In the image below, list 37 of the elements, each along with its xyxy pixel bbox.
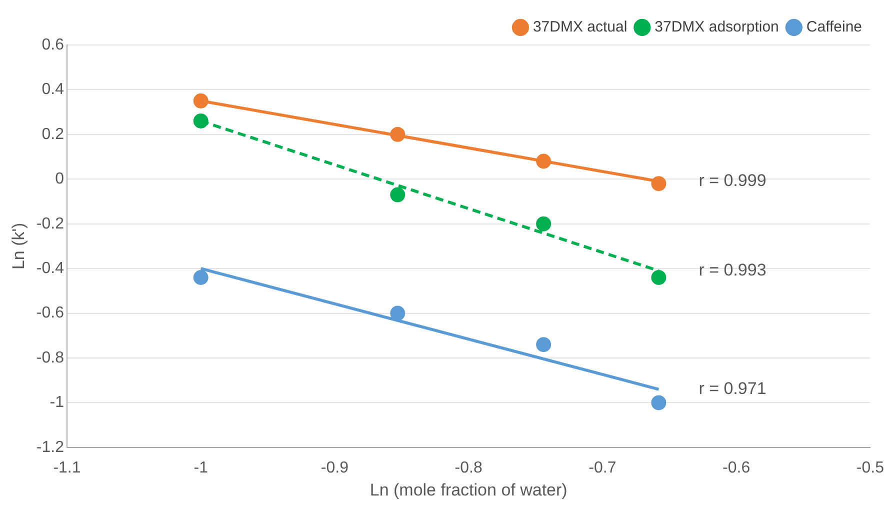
y-tick-label: -0.8: [36, 349, 64, 366]
x-tick-label: -1.1: [53, 459, 81, 476]
y-tick-label: 0.2: [42, 126, 64, 143]
legend-label: 37DMX adsorption: [654, 18, 779, 36]
point: [536, 154, 552, 169]
point: [651, 176, 666, 192]
point: [390, 306, 406, 321]
x-tick-label: -0.5: [856, 459, 884, 476]
y-tick-label: -1.2: [36, 438, 64, 456]
annotation: r = 0.971: [698, 378, 766, 398]
x-tick-label: -0.9: [320, 459, 349, 476]
y-tick-label: -1: [50, 394, 64, 412]
y-tick-label: -0.2: [36, 215, 64, 232]
point: [390, 126, 406, 142]
x-tick-label: -1: [194, 459, 208, 476]
y-tick-label: 0.6: [42, 36, 64, 54]
point: [193, 270, 208, 285]
y-tick-label: -0.4: [36, 260, 64, 277]
point: [536, 216, 552, 232]
point: [651, 270, 666, 285]
y-tick-label: 0.4: [42, 81, 64, 98]
point: [193, 114, 208, 129]
y-tick-label: 0: [55, 170, 64, 188]
point: [193, 93, 208, 108]
point: [536, 337, 552, 352]
annotation: r = 0.993: [698, 260, 766, 280]
x-axis-title: Ln (mole fraction of water): [370, 480, 568, 500]
point: [390, 187, 406, 202]
y-tick-label: -0.6: [36, 304, 64, 322]
legend-label: 37DMX actual: [532, 18, 628, 36]
x-tick-label: -0.6: [722, 459, 750, 476]
x-tick-label: -0.7: [588, 459, 616, 476]
y-axis-title: Ln (k'): [8, 222, 28, 270]
point: [651, 395, 666, 410]
legend-label: Caffeine: [806, 18, 862, 36]
x-tick-label: -0.8: [454, 459, 482, 476]
annotation: r = 0.999: [698, 171, 766, 190]
